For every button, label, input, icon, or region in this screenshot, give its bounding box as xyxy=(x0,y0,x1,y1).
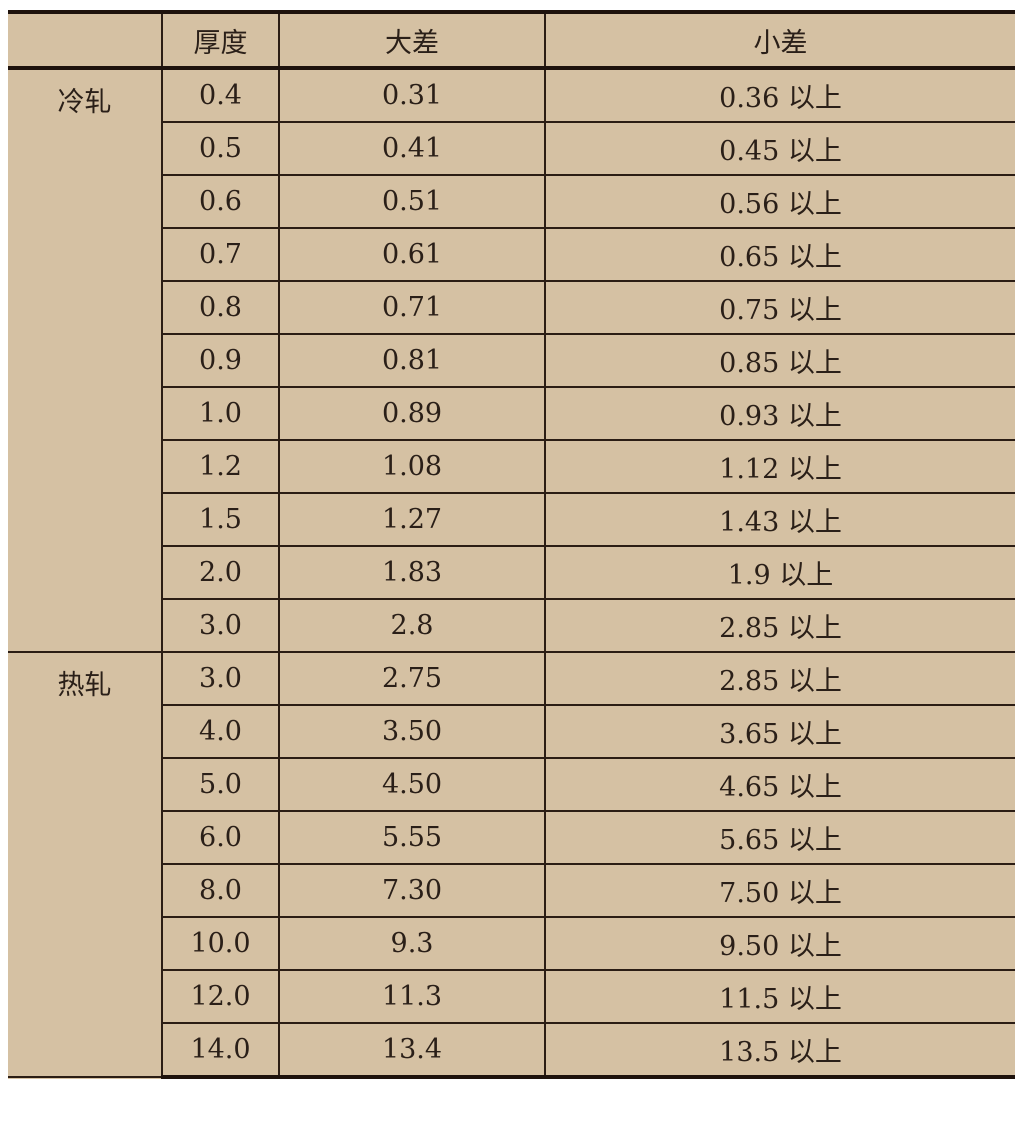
thickness-cell: 0.6 xyxy=(162,174,280,229)
table-row: 0.9 0.81 0.85 以上 xyxy=(8,333,1015,388)
large-diff-cell: 4.50 xyxy=(278,757,546,812)
large-diff-cell: 2.75 xyxy=(278,651,546,706)
small-diff-cell: 1.12 以上 xyxy=(544,439,1015,494)
thickness-cell: 0.5 xyxy=(162,121,280,176)
small-diff-cell: 5.65 以上 xyxy=(544,810,1015,865)
table-row: 8.0 7.30 7.50 以上 xyxy=(8,863,1015,918)
small-diff-cell: 0.85 以上 xyxy=(544,333,1015,388)
table-row: 2.0 1.83 1.9 以上 xyxy=(8,545,1015,600)
thickness-cell: 1.0 xyxy=(162,386,280,441)
table-row: 热轧 3.0 2.75 2.85 以上 xyxy=(8,651,1015,1078)
table-row: 1.2 1.08 1.12 以上 xyxy=(8,439,1015,494)
table-row: 4.0 3.50 3.65 以上 xyxy=(8,704,1015,759)
thickness-cell: 3.0 xyxy=(161,651,280,706)
header-large-diff: 大差 xyxy=(278,10,546,70)
small-diff-cell: 9.50 以上 xyxy=(544,916,1015,971)
thickness-cell: 0.4 xyxy=(161,67,280,123)
thickness-cell: 0.7 xyxy=(162,227,280,282)
small-diff-cell: 0.93 以上 xyxy=(544,386,1015,441)
thickness-cell: 12.0 xyxy=(162,969,280,1024)
table-body: 冷轧 0.4 0.31 0.36 以上 0.5 0.41 0.45 以上 0.6 0.51 0.5… xyxy=(8,67,1015,1079)
large-diff-cell: 5.55 xyxy=(278,810,546,865)
thickness-cell: 3.0 xyxy=(162,598,280,653)
large-diff-cell: 11.3 xyxy=(278,969,546,1024)
small-diff-cell: 2.85 以上 xyxy=(544,598,1015,653)
large-diff-cell: 0.81 xyxy=(278,333,546,388)
table-row: 0.6 0.51 0.56 以上 xyxy=(8,174,1015,229)
large-diff-cell: 7.30 xyxy=(278,863,546,918)
large-diff-cell: 1.83 xyxy=(278,545,546,600)
large-diff-cell: 3.50 xyxy=(278,704,546,759)
small-diff-cell: 13.5 以上 xyxy=(544,1022,1015,1079)
group-label: 冷轧 xyxy=(8,67,163,653)
small-diff-cell: 3.65 以上 xyxy=(544,704,1015,759)
header-row: 厚度 大差 小差 xyxy=(8,10,1015,70)
table-row: 0.8 0.71 0.75 以上 xyxy=(8,280,1015,335)
table-row: 1.5 1.27 1.43 以上 xyxy=(8,492,1015,547)
thickness-cell: 14.0 xyxy=(162,1022,280,1079)
small-diff-cell: 0.65 以上 xyxy=(544,227,1015,282)
large-diff-cell: 1.08 xyxy=(278,439,546,494)
header-empty xyxy=(8,10,163,70)
small-diff-cell: 7.50 以上 xyxy=(544,863,1015,918)
small-diff-cell: 4.65 以上 xyxy=(544,757,1015,812)
table-row: 6.0 5.55 5.65 以上 xyxy=(8,810,1015,865)
large-diff-cell: 13.4 xyxy=(278,1022,546,1079)
thickness-cell: 1.2 xyxy=(162,439,280,494)
table-row: 1.0 0.89 0.93 以上 xyxy=(8,386,1015,441)
group-label: 热轧 xyxy=(8,651,163,1078)
large-diff-cell: 1.27 xyxy=(278,492,546,547)
thickness-cell: 2.0 xyxy=(162,545,280,600)
large-diff-cell: 0.31 xyxy=(278,67,546,123)
table-row: 0.7 0.61 0.65 以上 xyxy=(8,227,1015,282)
small-diff-cell: 1.43 以上 xyxy=(544,492,1015,547)
thickness-cell: 4.0 xyxy=(162,704,280,759)
small-diff-cell: 0.45 以上 xyxy=(544,121,1015,176)
large-diff-cell: 0.71 xyxy=(278,280,546,335)
thickness-cell: 5.0 xyxy=(162,757,280,812)
thickness-cell: 6.0 xyxy=(162,810,280,865)
thickness-cell: 1.5 xyxy=(162,492,280,547)
thickness-cell: 8.0 xyxy=(162,863,280,918)
small-diff-cell: 2.85 以上 xyxy=(544,651,1015,706)
small-diff-cell: 1.9 以上 xyxy=(544,545,1015,600)
large-diff-cell: 0.89 xyxy=(278,386,546,441)
table-row: 冷轧 0.4 0.31 0.36 以上 xyxy=(8,67,1015,653)
header-thickness: 厚度 xyxy=(161,10,280,70)
thickness-cell: 0.8 xyxy=(162,280,280,335)
small-diff-cell: 0.56 以上 xyxy=(544,174,1015,229)
small-diff-cell: 0.75 以上 xyxy=(544,280,1015,335)
table-row: 14.0 13.4 13.5 以上 xyxy=(8,1022,1015,1079)
small-diff-cell: 0.36 以上 xyxy=(544,67,1015,123)
table-row: 10.0 9.3 9.50 以上 xyxy=(8,916,1015,971)
table-row: 5.0 4.50 4.65 以上 xyxy=(8,757,1015,812)
large-diff-cell: 0.41 xyxy=(278,121,546,176)
thickness-tolerance-table: 厚度 大差 小差 冷轧 0.4 0.31 0.36 以上 0.5 0.41 0.45 以上 0… xyxy=(8,10,1015,1079)
large-diff-cell: 0.51 xyxy=(278,174,546,229)
table-row: 3.0 2.8 2.85 以上 xyxy=(8,598,1015,653)
large-diff-cell: 2.8 xyxy=(278,598,546,653)
header-small-diff: 小差 xyxy=(544,10,1015,70)
thickness-cell: 10.0 xyxy=(162,916,280,971)
small-diff-cell: 11.5 以上 xyxy=(544,969,1015,1024)
thickness-cell: 0.9 xyxy=(162,333,280,388)
large-diff-cell: 9.3 xyxy=(278,916,546,971)
table-row: 12.0 11.3 11.5 以上 xyxy=(8,969,1015,1024)
table-row: 0.5 0.41 0.45 以上 xyxy=(8,121,1015,176)
large-diff-cell: 0.61 xyxy=(278,227,546,282)
